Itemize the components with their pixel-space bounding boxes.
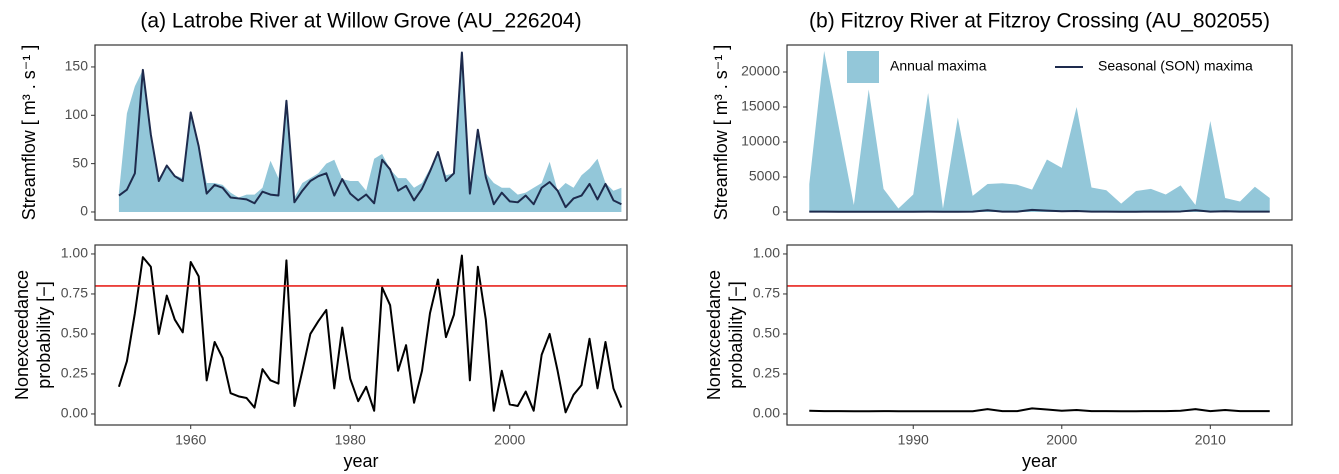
legend-swatch bbox=[847, 51, 879, 83]
y-tick-label: 0.50 bbox=[61, 325, 88, 341]
y-tick-label: 0.75 bbox=[753, 285, 780, 301]
y-axis-label: Streamflow [ m³ . s⁻¹ ] bbox=[711, 45, 731, 221]
line bbox=[117, 254, 623, 414]
panel-frame bbox=[786, 244, 1293, 426]
y-tick-label: 0.50 bbox=[753, 325, 780, 341]
y-tick-label: 1.00 bbox=[753, 245, 780, 261]
line bbox=[809, 407, 1270, 413]
y-tick-label: 10000 bbox=[741, 133, 780, 149]
legend-label: Annual maxima bbox=[890, 58, 987, 74]
y-tick-label: 0.25 bbox=[61, 365, 88, 381]
y-tick-label: 100 bbox=[65, 106, 89, 122]
y-tick-label: 1.00 bbox=[61, 245, 88, 261]
y-tick-label: 20000 bbox=[741, 63, 780, 79]
x-tick-label: 1980 bbox=[335, 432, 366, 448]
y-tick-label: 0.00 bbox=[61, 405, 88, 421]
panel-title: (a) Latrobe River at Willow Grove (AU_22… bbox=[140, 10, 581, 33]
y-axis-label: probability [−] bbox=[34, 281, 54, 389]
x-axis-label: year bbox=[1022, 451, 1057, 471]
area bbox=[809, 50, 1270, 212]
y-tick-label: 0.75 bbox=[61, 285, 88, 301]
x-tick-label: 2000 bbox=[494, 432, 525, 448]
panel-frame bbox=[94, 244, 628, 426]
y-tick-label: 0.25 bbox=[753, 365, 780, 381]
legend-label: Seasonal (SON) maxima bbox=[1098, 58, 1253, 74]
y-axis-label: probability [−] bbox=[726, 281, 746, 389]
y-tick-label: 0.00 bbox=[753, 405, 780, 421]
line bbox=[118, 51, 622, 209]
x-tick-label: 1960 bbox=[175, 432, 206, 448]
area bbox=[118, 52, 622, 212]
x-axis-label: year bbox=[343, 451, 378, 471]
y-tick-label: 15000 bbox=[741, 98, 780, 114]
y-axis-label: Nonexceedance bbox=[12, 270, 32, 400]
y-axis-label: Streamflow [ m³ . s⁻¹ ] bbox=[19, 45, 39, 221]
y-tick-label: 0 bbox=[772, 203, 780, 219]
y-tick-label: 150 bbox=[65, 58, 89, 74]
line bbox=[809, 208, 1270, 213]
x-tick-label: 2000 bbox=[1046, 432, 1077, 448]
y-tick-label: 5000 bbox=[749, 168, 780, 184]
panel-title: (b) Fitzroy River at Fitzroy Crossing (A… bbox=[809, 10, 1270, 33]
panel-frame bbox=[94, 44, 628, 221]
y-axis-label: Nonexceedance bbox=[704, 270, 724, 400]
y-tick-label: 50 bbox=[72, 154, 88, 170]
x-tick-label: 2010 bbox=[1195, 432, 1226, 448]
x-tick-label: 1990 bbox=[898, 432, 929, 448]
y-tick-label: 0 bbox=[80, 203, 88, 219]
panel-frame bbox=[786, 44, 1293, 221]
